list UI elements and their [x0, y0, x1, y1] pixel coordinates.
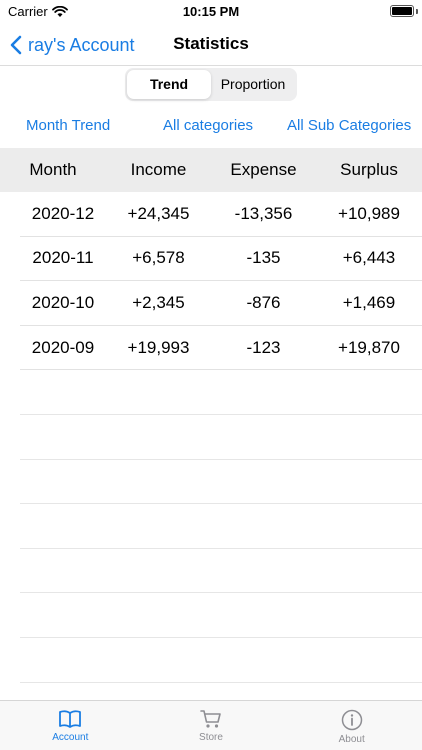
table-row[interactable]: 2020-10 +2,345 -876 +1,469	[20, 281, 422, 326]
column-header-income: Income	[130, 160, 187, 179]
tab-about-label: About	[338, 734, 365, 745]
empty-row	[20, 593, 422, 638]
book-icon	[59, 710, 82, 728]
filter-bar: Month Trend All categories All Sub Categ…	[0, 112, 422, 140]
tab-account[interactable]: Account	[0, 701, 141, 750]
cell-month: 2020-10	[31, 292, 95, 312]
empty-row	[20, 460, 422, 505]
back-button[interactable]: ray's Account	[10, 31, 135, 59]
cell-month: 2020-12	[31, 203, 95, 223]
cell-expense: -876	[246, 292, 281, 312]
category-filter-button[interactable]: All categories	[163, 117, 254, 134]
cell-surplus: +1,469	[342, 292, 396, 312]
period-filter-button[interactable]: Month Trend	[26, 117, 111, 134]
battery-icon	[390, 5, 414, 17]
cell-expense: -13,356	[234, 203, 293, 223]
cell-expense: -135	[246, 248, 281, 268]
battery-tip	[416, 9, 418, 14]
cell-income: +6,578	[132, 248, 185, 268]
empty-row	[20, 638, 422, 683]
info-icon	[341, 709, 362, 731]
cell-surplus: +6,443	[342, 248, 396, 268]
tab-bar: Account Store About	[0, 700, 422, 750]
navigation-bar: ray's Account Statistics	[0, 24, 422, 66]
cell-surplus: +10,989	[338, 203, 400, 223]
carrier-label: Carrier	[8, 4, 48, 19]
cell-month: 2020-09	[31, 337, 95, 357]
view-segmented-control: Trend Proportion	[125, 68, 297, 101]
carrier-indicator: Carrier	[8, 4, 68, 19]
tab-account-label: Account	[52, 732, 89, 743]
chevron-left-icon	[10, 35, 22, 55]
column-header-month: Month	[29, 160, 77, 179]
column-header-surplus: Surplus	[340, 160, 398, 179]
tab-store[interactable]: Store	[141, 701, 282, 750]
cell-income: +24,345	[127, 203, 190, 223]
page-title: Statistics	[173, 34, 249, 53]
cell-month: 2020-11	[32, 248, 94, 268]
table-row[interactable]: 2020-09 +19,993 -123 +19,870	[20, 326, 422, 371]
clock: 10:15 PM	[182, 4, 240, 19]
empty-row	[20, 370, 422, 415]
wifi-icon	[51, 5, 68, 17]
column-header-expense: Expense	[230, 160, 297, 179]
tab-store-label: Store	[199, 732, 223, 743]
segment-proportion[interactable]: Proportion	[220, 76, 286, 92]
battery-level	[392, 7, 412, 15]
cell-income: +19,993	[127, 337, 190, 357]
cell-expense: -123	[246, 337, 281, 357]
empty-row	[20, 415, 422, 460]
status-bar: Carrier 10:15 PM	[0, 0, 422, 24]
table-row[interactable]: 2020-11 +6,578 -135 +6,443	[20, 237, 422, 282]
empty-row	[20, 549, 422, 594]
table-row[interactable]: 2020-12 +24,345 -13,356 +10,989	[20, 192, 422, 237]
segment-trend[interactable]: Trend	[127, 70, 211, 99]
tab-about[interactable]: About	[281, 701, 422, 750]
cart-icon	[200, 710, 221, 728]
cell-surplus: +19,870	[338, 337, 400, 357]
empty-row	[20, 504, 422, 549]
cell-income: +2,345	[132, 292, 185, 312]
table-header: Month Income Expense Surplus	[0, 148, 422, 192]
back-button-label: ray's Account	[28, 34, 135, 55]
subcategory-filter-button[interactable]: All Sub Categories	[287, 117, 412, 134]
statistics-table: 2020-12 +24,345 -13,356 +10,989 2020-11 …	[0, 192, 422, 683]
